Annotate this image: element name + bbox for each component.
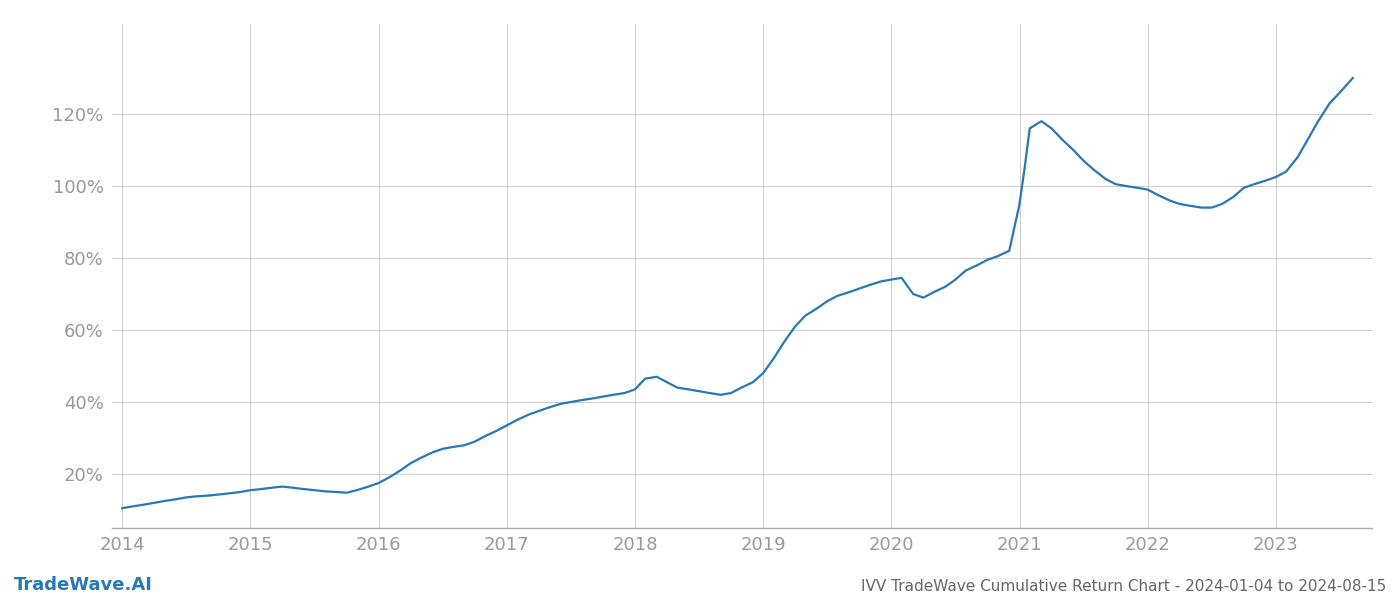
Text: TradeWave.AI: TradeWave.AI xyxy=(14,576,153,594)
Text: IVV TradeWave Cumulative Return Chart - 2024-01-04 to 2024-08-15: IVV TradeWave Cumulative Return Chart - … xyxy=(861,579,1386,594)
